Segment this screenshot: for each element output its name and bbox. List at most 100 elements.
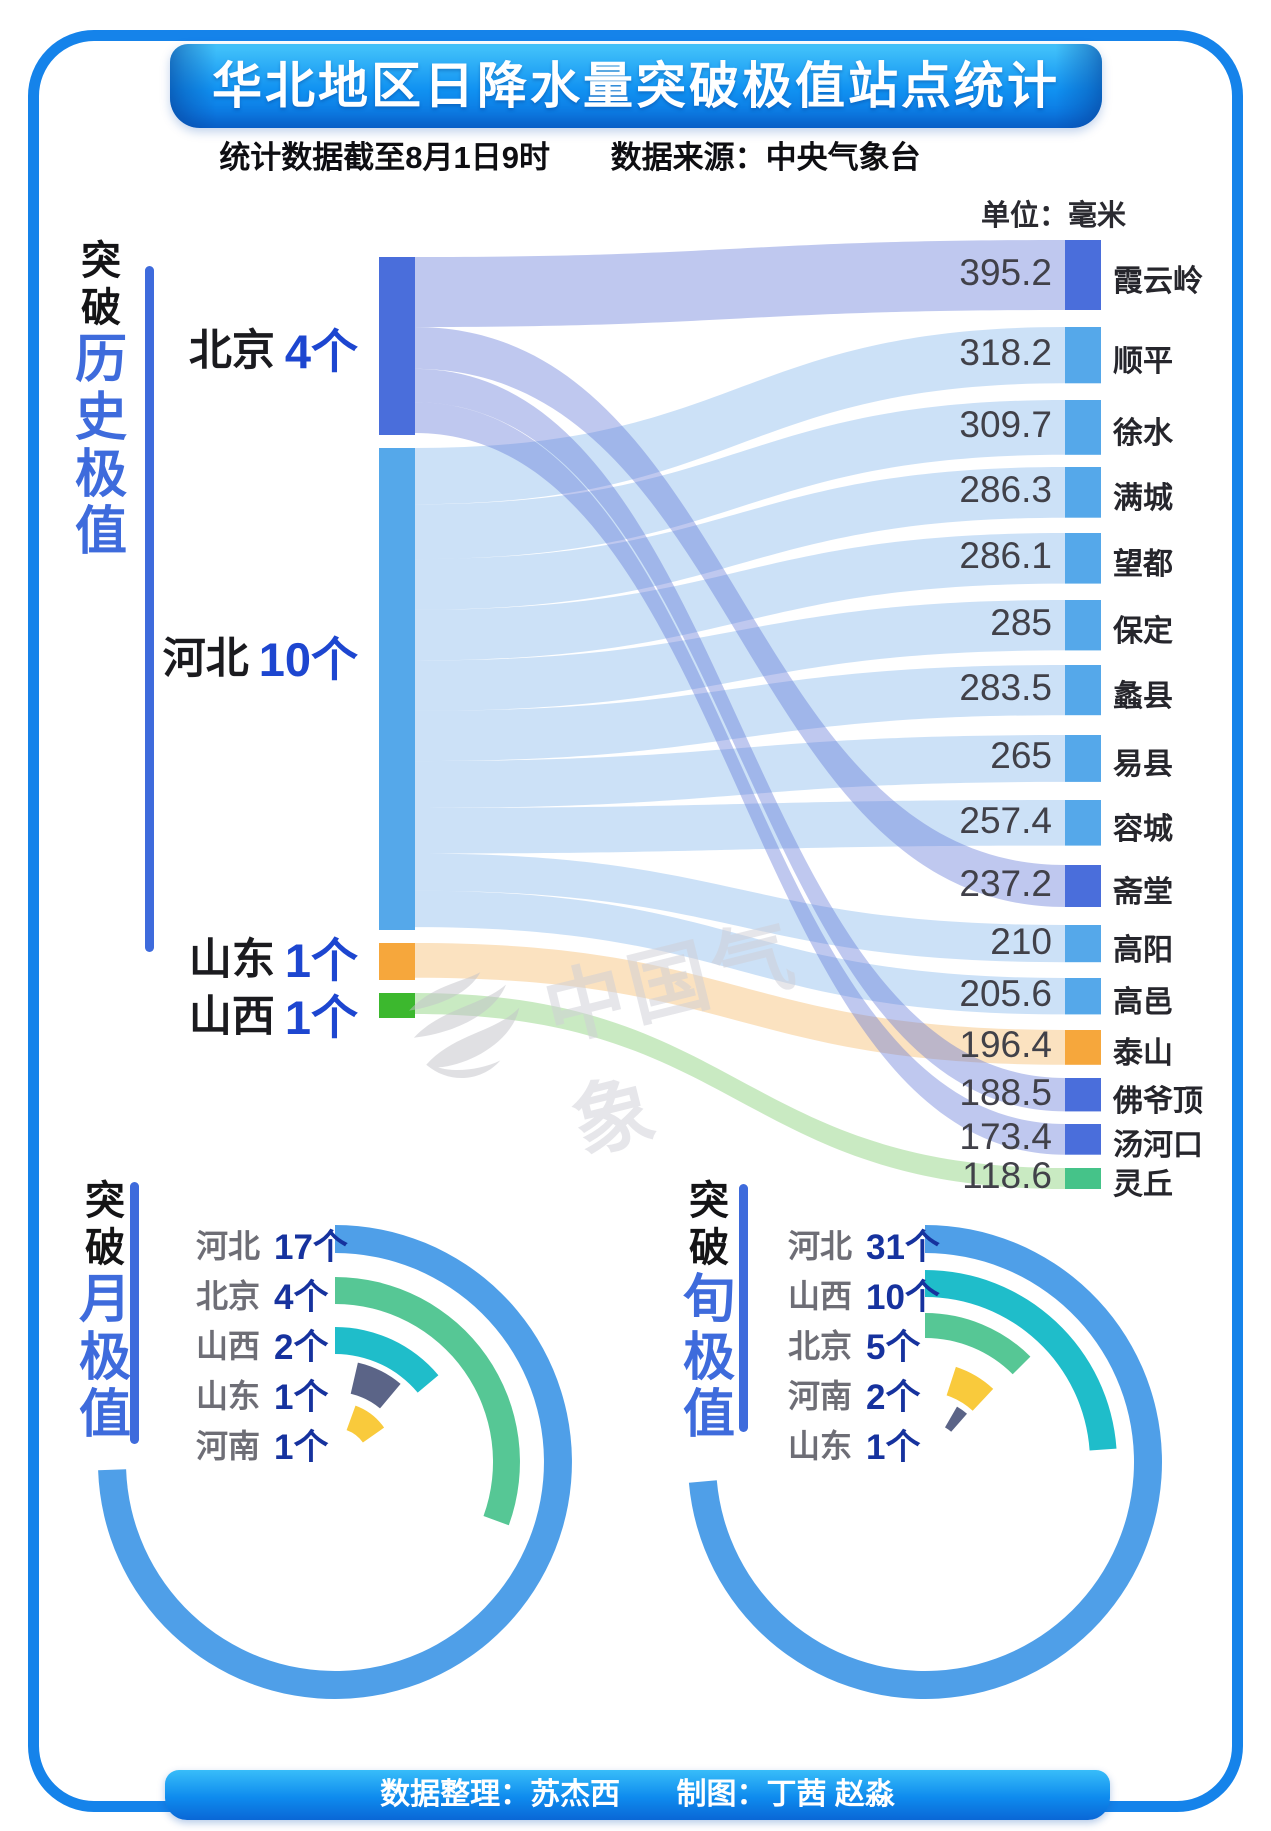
section-prefix: 突破 bbox=[85, 1179, 125, 1271]
monthly-donut-ring-3 bbox=[350, 1362, 401, 1409]
xun-donut-ring-4 bbox=[945, 1406, 967, 1432]
legend-province: 北京 bbox=[787, 1328, 852, 1364]
legend-count: 4个 bbox=[274, 1277, 329, 1317]
sankey-flow-beijing bbox=[415, 240, 1065, 327]
sankey-source-node-shandong bbox=[379, 943, 415, 980]
subtitle-source: 数据来源：中央气象台 bbox=[610, 140, 921, 175]
station-name: 泰山 bbox=[1113, 1037, 1173, 1070]
station-value: 237.2 bbox=[959, 863, 1052, 904]
infographic-card bbox=[28, 30, 1243, 1812]
source-count: 10个 bbox=[258, 632, 358, 686]
station-name: 灵丘 bbox=[1113, 1168, 1173, 1201]
sankey-source-node-hebei bbox=[379, 448, 415, 930]
legend-province: 河北 bbox=[787, 1228, 852, 1264]
station-name: 蠡县 bbox=[1113, 680, 1173, 713]
sankey-flow-hebei bbox=[415, 853, 1065, 963]
sankey-flow-shandong bbox=[415, 943, 1065, 1065]
station-value: 210 bbox=[990, 921, 1052, 962]
xun-legend-row: 北京 5个 bbox=[772, 1324, 1032, 1367]
monthly-legend-row: 山西 2个 bbox=[180, 1324, 440, 1367]
monthly-legend-row: 北京 4个 bbox=[180, 1274, 440, 1317]
monthly-legend-row: 山东 1个 bbox=[180, 1374, 440, 1417]
legend-province: 山东 bbox=[787, 1428, 852, 1464]
section-rule-xun bbox=[739, 1184, 748, 1432]
station-name: 望都 bbox=[1113, 548, 1173, 581]
sankey-station-node bbox=[1065, 1124, 1101, 1155]
section-rule-historical bbox=[145, 266, 154, 952]
legend-count: 1个 bbox=[274, 1377, 329, 1417]
sankey-station-node bbox=[1065, 865, 1101, 907]
monthly-legend-row: 河南 1个 bbox=[180, 1424, 440, 1467]
title-banner: 华北地区日降水量突破极值站点统计 bbox=[170, 44, 1102, 128]
sankey-source-label-shanxi: 山西 1个 bbox=[189, 986, 358, 1044]
sankey-station-node bbox=[1065, 467, 1101, 518]
credit-graphics: 制图：丁茜 赵淼 bbox=[676, 1778, 895, 1811]
credit-data: 数据整理：苏杰西 bbox=[380, 1778, 621, 1811]
sankey-station-node bbox=[1065, 600, 1101, 651]
xun-legend-row: 山西 10个 bbox=[772, 1274, 1032, 1317]
xun-donut-ring-1 bbox=[925, 1270, 1117, 1451]
station-value: 395.2 bbox=[959, 252, 1052, 293]
source-count: 4个 bbox=[284, 324, 358, 378]
legend-province: 山东 bbox=[195, 1378, 260, 1414]
source-name: 河北 bbox=[162, 635, 249, 683]
sankey-flow-hebei bbox=[415, 735, 1065, 808]
section-emphasis: 月极值 bbox=[78, 1271, 131, 1444]
section-label-xun: 突破 旬极值 bbox=[678, 1178, 740, 1444]
sankey-flow-hebei bbox=[415, 890, 1065, 1015]
station-name: 斋堂 bbox=[1113, 876, 1173, 909]
credits: 数据整理：苏杰西 制图：丁茜 赵淼 bbox=[165, 1770, 1110, 1820]
sankey-flow-beijing bbox=[415, 368, 1065, 1112]
legend-count: 2个 bbox=[274, 1327, 329, 1367]
legend-province: 山西 bbox=[787, 1278, 852, 1314]
sankey-flow-hebei bbox=[415, 600, 1065, 711]
subtitle: 统计数据截至8月1日9时 数据来源：中央气象台 bbox=[60, 132, 1080, 177]
sankey-station-node bbox=[1065, 1168, 1101, 1189]
sankey-flow-hebei bbox=[415, 665, 1065, 762]
station-name: 佛爷顶 bbox=[1113, 1085, 1203, 1118]
sankey-station-node bbox=[1065, 533, 1101, 584]
station-value: 257.4 bbox=[959, 800, 1052, 841]
sankey-flow-beijing bbox=[415, 402, 1065, 1155]
section-rule-monthly bbox=[130, 1182, 139, 1444]
sankey-station-node bbox=[1065, 665, 1101, 716]
sankey-flow-hebei bbox=[415, 327, 1065, 505]
sankey-station-node bbox=[1065, 978, 1101, 1015]
station-name: 汤河口 bbox=[1113, 1129, 1203, 1162]
station-value: 173.4 bbox=[959, 1116, 1052, 1157]
station-value: 309.7 bbox=[959, 404, 1052, 445]
sankey-station-node bbox=[1065, 1030, 1101, 1065]
sankey-flow-hebei bbox=[415, 400, 1065, 560]
station-name: 高阳 bbox=[1113, 934, 1173, 967]
station-value: 118.6 bbox=[962, 1155, 1052, 1196]
sankey-station-node bbox=[1065, 400, 1101, 455]
sankey-flow-beijing bbox=[415, 327, 1065, 907]
sankey-flow-shanxi bbox=[415, 993, 1065, 1189]
station-value: 205.6 bbox=[959, 973, 1052, 1014]
legend-province: 河南 bbox=[195, 1428, 260, 1464]
station-value: 286.3 bbox=[959, 469, 1052, 510]
sankey-source-node-beijing bbox=[379, 257, 415, 435]
sankey-flow-hebei bbox=[415, 533, 1065, 661]
sankey-station-node bbox=[1065, 240, 1101, 310]
legend-count: 1个 bbox=[274, 1427, 329, 1467]
unit-label: 单位：毫米 bbox=[980, 200, 1126, 232]
xun-legend-row: 河北 31个 bbox=[772, 1224, 1032, 1267]
section-prefix: 突破 bbox=[81, 239, 121, 331]
section-label-historical: 突破 历史极值 bbox=[70, 238, 132, 561]
sankey-station-node bbox=[1065, 327, 1101, 384]
legend-count: 5个 bbox=[866, 1327, 921, 1367]
station-name: 保定 bbox=[1113, 615, 1173, 648]
legend-province: 山西 bbox=[195, 1328, 260, 1364]
page-title: 华北地区日降水量突破极值站点统计 bbox=[212, 58, 1060, 114]
legend-count: 17个 bbox=[274, 1227, 348, 1267]
station-name: 满城 bbox=[1113, 482, 1173, 515]
station-value: 196.4 bbox=[959, 1024, 1052, 1065]
section-emphasis: 旬极值 bbox=[682, 1271, 735, 1444]
footer-banner: 数据整理：苏杰西 制图：丁茜 赵淼 bbox=[165, 1770, 1110, 1820]
sankey-source-label-beijing: 北京 4个 bbox=[189, 320, 358, 378]
station-value: 265 bbox=[990, 735, 1052, 776]
source-count: 1个 bbox=[284, 990, 358, 1044]
station-value: 283.5 bbox=[959, 667, 1052, 708]
